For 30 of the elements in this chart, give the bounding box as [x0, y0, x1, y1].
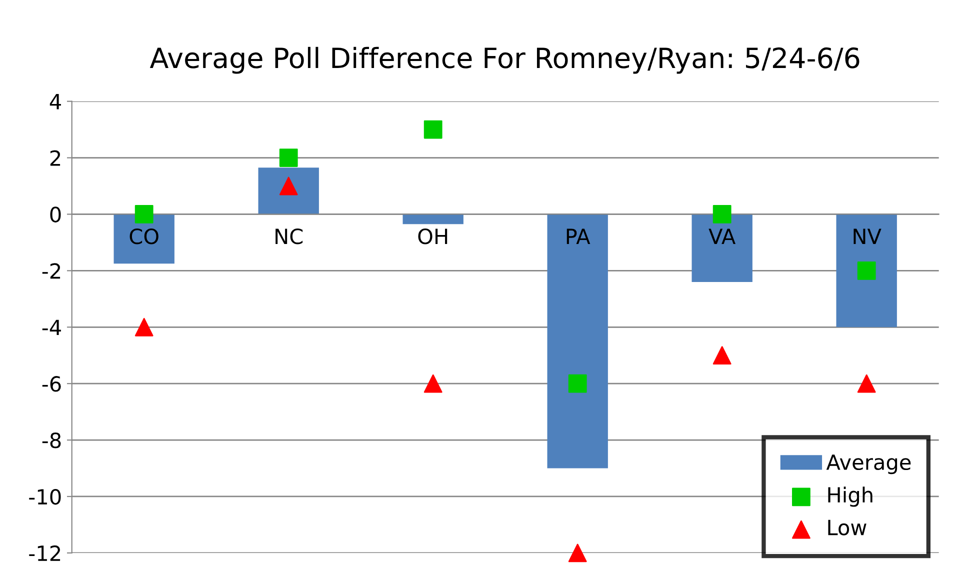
x-tick-label: NV: [854, 228, 882, 244]
y-tick-label: 0: [50, 206, 61, 222]
chart-title: Average Poll Difference For Romney/Ryan: 5/24-6/6: [150, 46, 860, 74]
point: [134, 205, 154, 224]
point: [568, 544, 587, 562]
x-tick-label: CO: [130, 228, 158, 244]
point: [712, 205, 732, 224]
point: [857, 261, 876, 280]
x-tick-label: PA: [566, 228, 590, 244]
point: [857, 374, 876, 393]
x-tick-label: NC: [276, 228, 303, 244]
y-tick-label: -2: [42, 263, 60, 279]
point: [568, 374, 587, 393]
y-tick-label: 4: [50, 94, 61, 110]
y-tick-label: -12: [29, 545, 60, 561]
y-tick-label: -8: [42, 432, 61, 448]
y-tick-label: 2: [50, 150, 60, 166]
point: [134, 318, 154, 336]
point: [712, 346, 732, 365]
legend-label: High: [828, 486, 872, 507]
x-tick-label: OH: [418, 228, 448, 244]
point: [279, 148, 298, 167]
legend-label: Average: [826, 454, 911, 474]
point: [424, 374, 442, 393]
y-tick-label: -4: [42, 320, 61, 336]
y-tick-label: -10: [29, 488, 61, 505]
legend-label: Low: [828, 520, 866, 536]
x-tick-label: VA: [708, 228, 736, 244]
y-tick-label: -6: [42, 376, 61, 392]
point: [424, 120, 442, 139]
